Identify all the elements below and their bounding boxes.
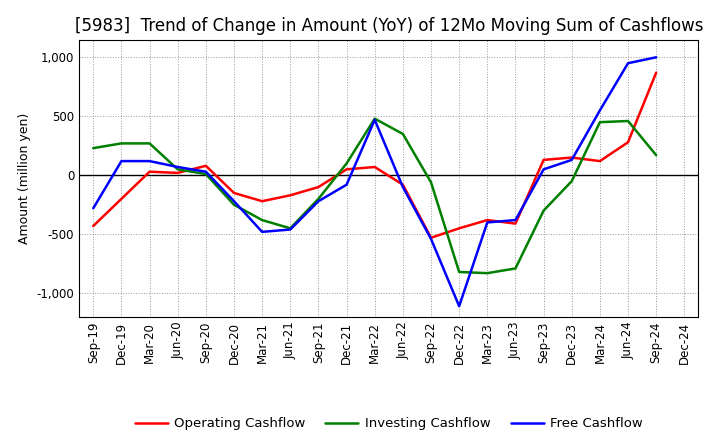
Investing Cashflow <box>174 167 182 172</box>
Investing Cashflow <box>145 141 154 146</box>
Title: [5983]  Trend of Change in Amount (YoY) of 12Mo Moving Sum of Cashflows: [5983] Trend of Change in Amount (YoY) o… <box>75 17 703 35</box>
Free Cashflow <box>89 205 98 211</box>
Operating Cashflow <box>314 184 323 190</box>
Investing Cashflow <box>286 226 294 231</box>
Free Cashflow <box>230 198 238 204</box>
Operating Cashflow <box>342 167 351 172</box>
Free Cashflow <box>314 198 323 204</box>
Operating Cashflow <box>202 163 210 169</box>
Operating Cashflow <box>117 196 126 202</box>
Operating Cashflow <box>595 158 604 164</box>
Investing Cashflow <box>258 217 266 223</box>
Free Cashflow <box>624 61 632 66</box>
Free Cashflow <box>595 108 604 113</box>
Investing Cashflow <box>511 266 520 271</box>
Free Cashflow <box>652 55 660 60</box>
Free Cashflow <box>145 158 154 164</box>
Operating Cashflow <box>370 165 379 170</box>
Free Cashflow <box>117 158 126 164</box>
Investing Cashflow <box>370 116 379 121</box>
Operating Cashflow <box>511 221 520 226</box>
Operating Cashflow <box>427 235 436 240</box>
Investing Cashflow <box>427 180 436 185</box>
Operating Cashflow <box>624 139 632 145</box>
Investing Cashflow <box>652 153 660 158</box>
Free Cashflow <box>539 167 548 172</box>
Y-axis label: Amount (million yen): Amount (million yen) <box>18 113 31 244</box>
Investing Cashflow <box>314 196 323 202</box>
Line: Free Cashflow: Free Cashflow <box>94 57 656 306</box>
Line: Investing Cashflow: Investing Cashflow <box>94 119 656 273</box>
Line: Operating Cashflow: Operating Cashflow <box>94 73 656 238</box>
Free Cashflow <box>399 184 408 190</box>
Free Cashflow <box>455 304 464 309</box>
Investing Cashflow <box>117 141 126 146</box>
Free Cashflow <box>483 220 492 225</box>
Legend: Operating Cashflow, Investing Cashflow, Free Cashflow: Operating Cashflow, Investing Cashflow, … <box>130 412 648 436</box>
Operating Cashflow <box>89 224 98 229</box>
Investing Cashflow <box>230 202 238 207</box>
Operating Cashflow <box>258 198 266 204</box>
Investing Cashflow <box>342 161 351 166</box>
Free Cashflow <box>286 227 294 232</box>
Operating Cashflow <box>174 170 182 176</box>
Operating Cashflow <box>652 70 660 75</box>
Free Cashflow <box>567 157 576 162</box>
Investing Cashflow <box>539 208 548 213</box>
Operating Cashflow <box>455 226 464 231</box>
Investing Cashflow <box>399 131 408 136</box>
Investing Cashflow <box>202 172 210 177</box>
Free Cashflow <box>202 169 210 174</box>
Investing Cashflow <box>89 146 98 151</box>
Free Cashflow <box>258 229 266 235</box>
Operating Cashflow <box>483 217 492 223</box>
Investing Cashflow <box>483 271 492 276</box>
Free Cashflow <box>342 182 351 187</box>
Free Cashflow <box>370 117 379 122</box>
Free Cashflow <box>427 236 436 242</box>
Operating Cashflow <box>539 157 548 162</box>
Operating Cashflow <box>230 191 238 196</box>
Investing Cashflow <box>624 118 632 124</box>
Operating Cashflow <box>145 169 154 174</box>
Investing Cashflow <box>595 120 604 125</box>
Operating Cashflow <box>399 182 408 187</box>
Operating Cashflow <box>286 193 294 198</box>
Investing Cashflow <box>567 179 576 184</box>
Free Cashflow <box>511 217 520 223</box>
Investing Cashflow <box>455 269 464 275</box>
Free Cashflow <box>174 165 182 170</box>
Operating Cashflow <box>567 155 576 160</box>
